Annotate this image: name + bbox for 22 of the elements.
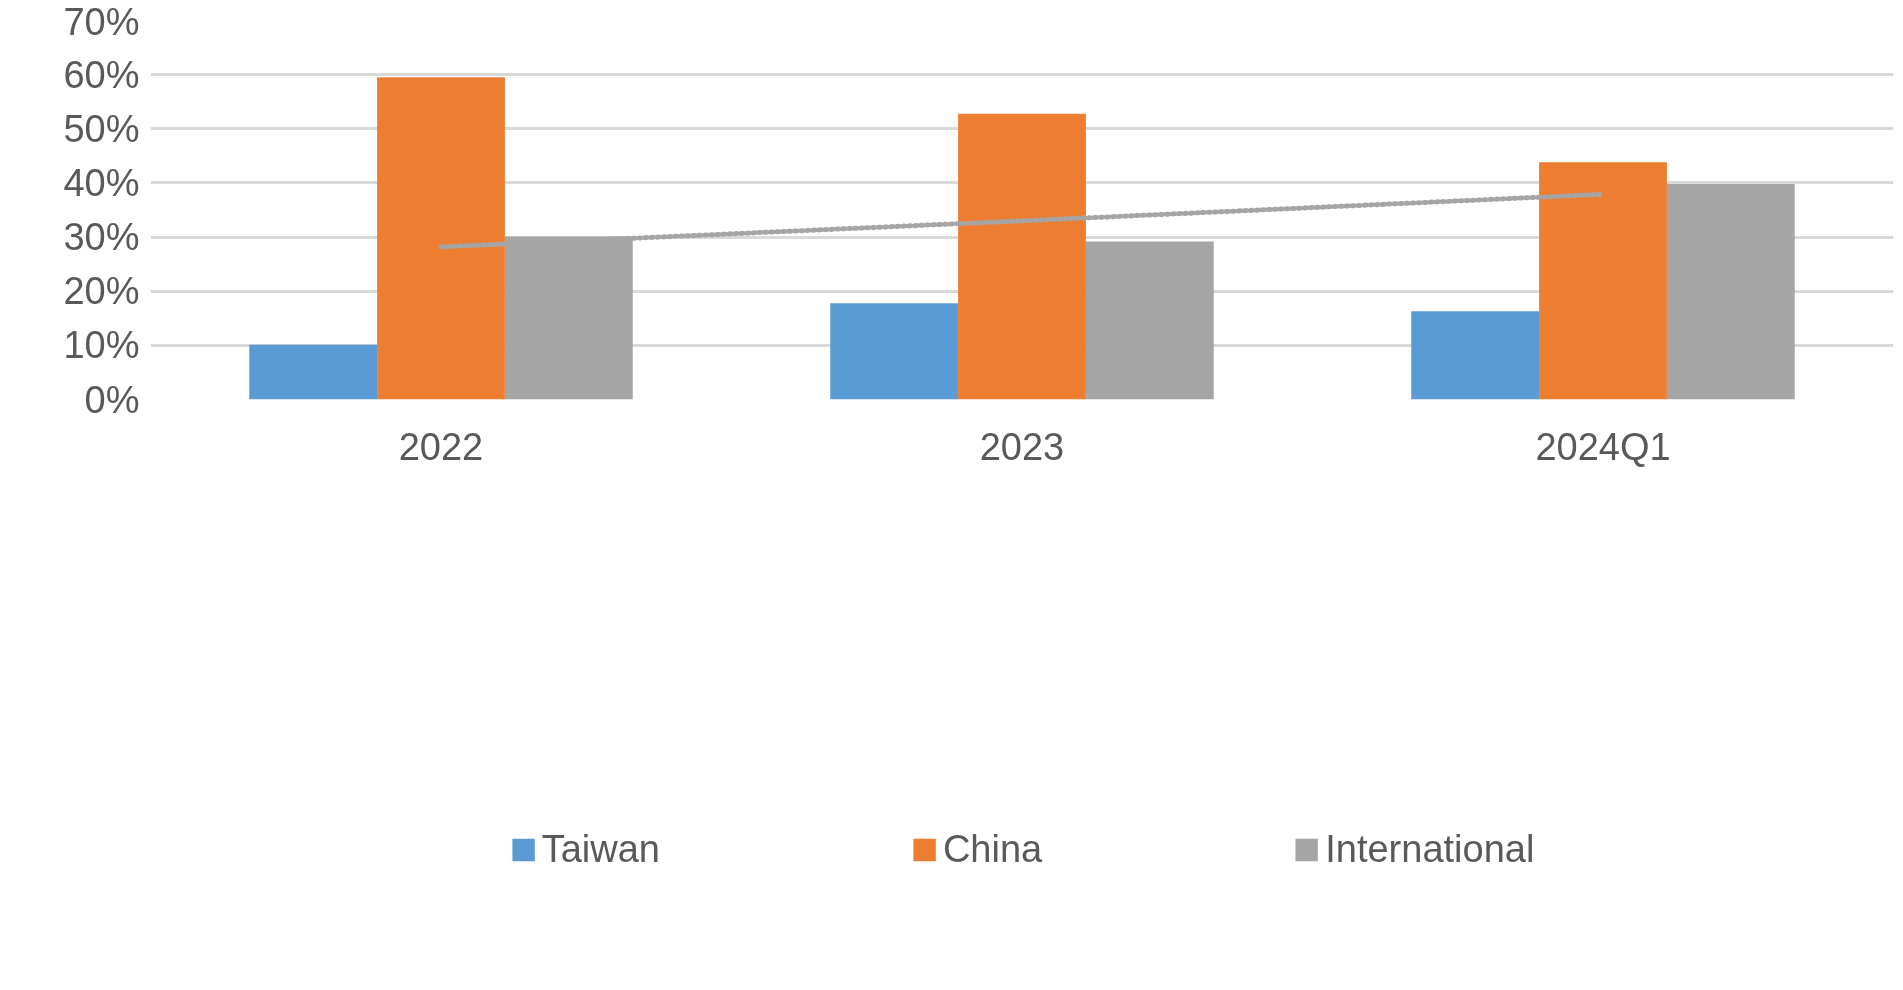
legend-label: International: [1325, 827, 1535, 871]
bar: [1411, 311, 1540, 400]
bar: [1666, 184, 1795, 400]
x-tick-label: 2024Q1: [1535, 425, 1671, 468]
y-tick-label: 30%: [63, 216, 140, 259]
x-tick-label: 2023: [979, 425, 1065, 468]
bar: [958, 113, 1086, 400]
y-tick-label: 40%: [63, 161, 140, 204]
legend-label: China: [942, 827, 1043, 871]
legend-label: Taiwan: [541, 827, 660, 871]
y-tick-label: 50%: [63, 107, 140, 150]
y-tick-label: 70%: [63, 0, 140, 43]
bar: [1539, 162, 1667, 400]
y-tick-label: 10%: [63, 324, 140, 367]
bar: [377, 77, 505, 400]
bar: [1085, 241, 1214, 400]
y-tick-label: 60%: [63, 53, 140, 96]
bar: [249, 344, 378, 400]
y-tick-label: 20%: [63, 270, 140, 313]
x-tick-label: 2022: [398, 425, 484, 468]
y-tick-label: 0%: [84, 378, 140, 421]
bar: [830, 303, 959, 400]
